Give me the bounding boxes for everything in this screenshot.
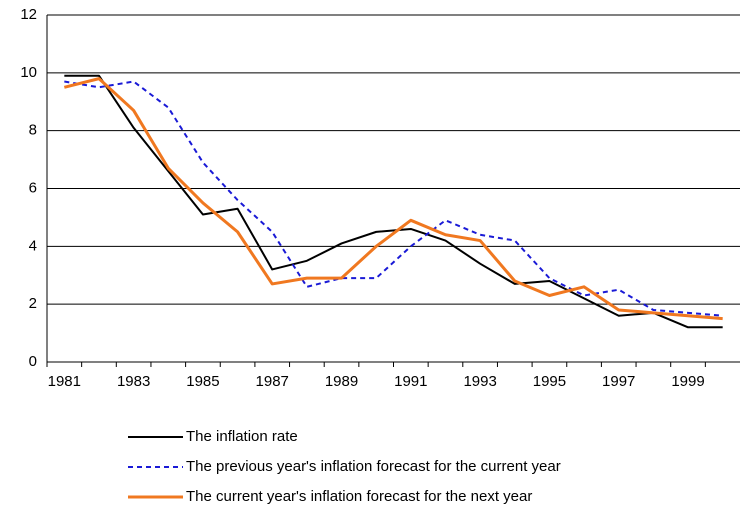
y-tick-label: 10 <box>20 64 37 81</box>
x-tick-label: 1995 <box>533 373 566 390</box>
series-line <box>63 77 723 321</box>
legend-label: The inflation rate <box>186 428 298 445</box>
y-tick-label: 6 <box>29 179 37 196</box>
x-tick-label: 1991 <box>394 373 427 390</box>
x-tick-label: 1997 <box>602 373 635 390</box>
legend-label: The current year's inflation forecast fo… <box>186 488 532 505</box>
x-tick-label: 1993 <box>463 373 496 390</box>
y-tick-label: 4 <box>29 237 37 254</box>
y-tick-label: 0 <box>29 353 37 370</box>
legend-label: The previous year's inflation forecast f… <box>186 458 561 475</box>
x-tick-label: 1985 <box>186 373 219 390</box>
x-tick-label: 1981 <box>48 373 81 390</box>
x-tick-label: 1989 <box>325 373 358 390</box>
series-line <box>64 80 723 317</box>
y-tick-label: 8 <box>29 122 37 139</box>
series-line <box>64 74 723 329</box>
y-tick-label: 12 <box>20 6 37 23</box>
y-tick-label: 2 <box>29 295 37 312</box>
x-tick-label: 1999 <box>671 373 704 390</box>
x-tick-label: 1987 <box>256 373 289 390</box>
x-tick-label: 1983 <box>117 373 150 390</box>
